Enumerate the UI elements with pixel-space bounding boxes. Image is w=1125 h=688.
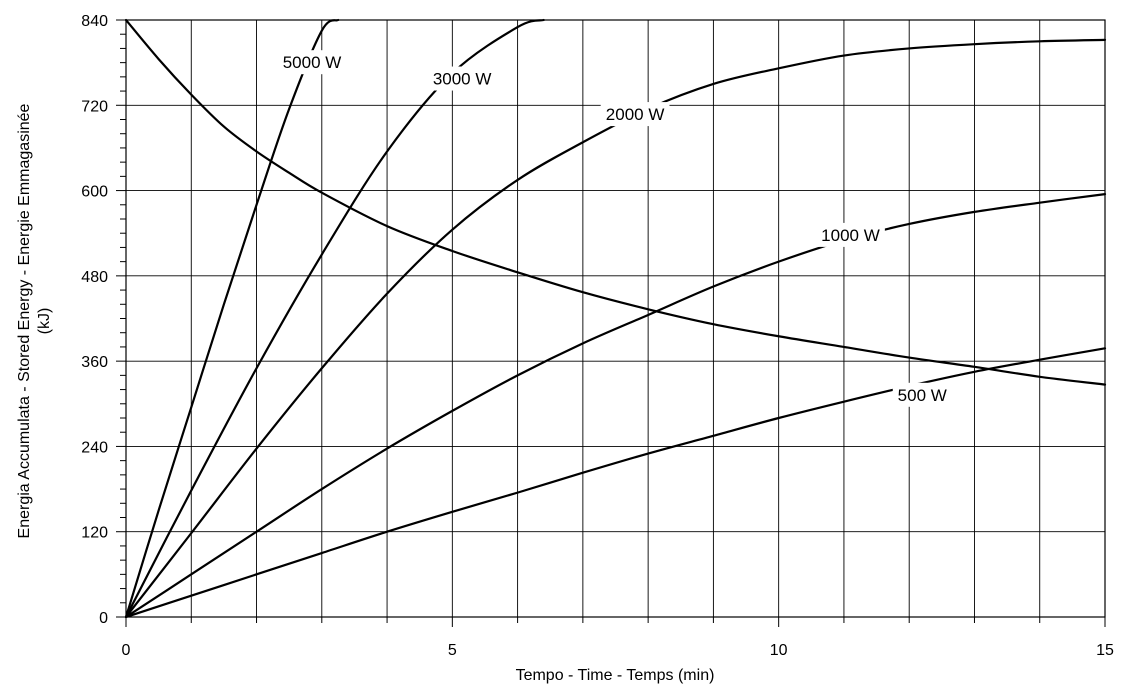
series-line-2000-w [124,38,1107,619]
series-label-background [600,102,670,127]
series-line-5000-w [124,18,340,619]
series-line-unlabeled [124,18,1107,386]
y-axis-title-line2: (kJ) [36,308,53,335]
x-tick-label: 0 [122,642,131,659]
grid-layer [126,20,1105,617]
axis-layer: 0 5 10 15 0 120 240 360 480 600 720 840 [81,13,1114,659]
series-label-2000-w: 2000 W [606,105,665,124]
x-axis-title: Tempo - Time - Temps (min) [516,667,715,684]
series-layer [124,18,1107,619]
y-tick-label: 120 [81,525,108,542]
series-label-background [816,222,885,247]
x-tick-label: 5 [448,642,457,659]
y-tick-label: 720 [81,98,108,115]
y-tick-label: 600 [81,184,108,201]
y-tick-label: 480 [81,269,108,286]
series-label-background [892,382,952,407]
series-line-500-w [124,347,1107,619]
series-label-5000-w: 5000 W [283,53,342,72]
series-line-1000-w [124,193,1107,619]
y-tick-label: 840 [81,13,108,30]
series-label-background [277,50,347,75]
y-axis-title-line1: Energia Accumulata - Stored Energy - Ene… [16,103,33,538]
series-label-500-w: 500 W [898,386,947,405]
y-tick-label: 360 [81,354,108,371]
series-line-3000-w [124,18,545,619]
series-label-1000-w: 1000 W [821,226,880,245]
y-tick-label: 240 [81,439,108,456]
series-label-layer: 5000 W 3000 W 2000 W 1000 W 500 W [277,50,952,407]
y-tick-label: 0 [99,610,108,627]
x-tick-label: 10 [770,642,788,659]
x-tick-label: 15 [1096,642,1114,659]
series-label-3000-w: 3000 W [433,70,492,89]
series-label-background [427,66,497,91]
